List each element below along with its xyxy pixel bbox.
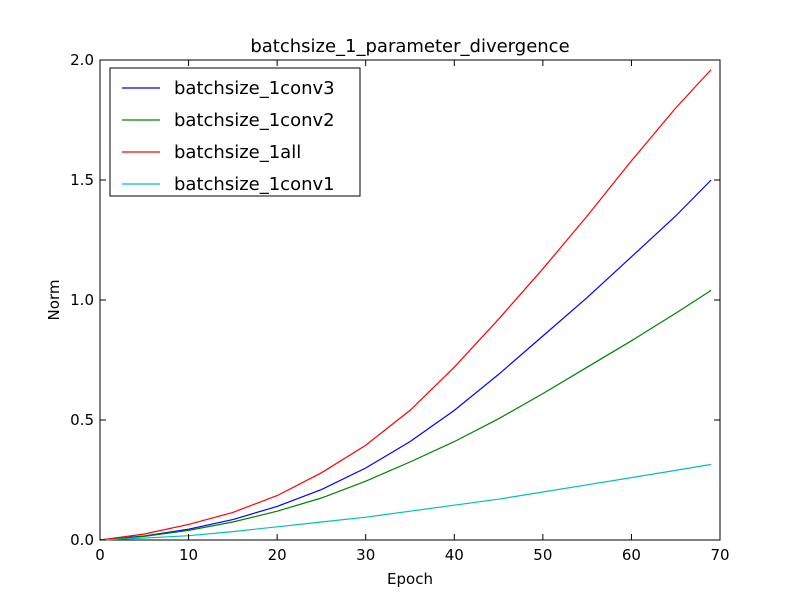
x-tick-label: 60 — [622, 546, 641, 564]
legend: batchsize_1conv3 batchsize_1conv2 batchsiz… — [109, 67, 361, 197]
y-tick-label: 1.0 — [70, 291, 94, 309]
x-tick-label: 50 — [533, 546, 552, 564]
series-line-1 — [99, 289, 712, 541]
y-tick-label: 0.5 — [70, 411, 94, 429]
series-layer — [99, 69, 712, 541]
y-tick-label: 1.5 — [70, 171, 94, 189]
legend-label-2: batchsize_1all — [174, 142, 301, 163]
x-tick-label: 40 — [445, 546, 464, 564]
x-tick-label: 10 — [179, 546, 198, 564]
x-tick-label: 70 — [710, 546, 729, 564]
x-tick-label: 20 — [268, 546, 287, 564]
x-axis-label: Epoch — [387, 570, 433, 588]
legend-label-3: batchsize_1conv1 — [174, 174, 335, 195]
chart-title: batchsize_1_parameter_divergence — [250, 36, 569, 57]
y-tick-label: 0.0 — [70, 531, 94, 549]
series-line-0 — [99, 179, 712, 541]
legend-label-0: batchsize_1conv3 — [174, 78, 335, 99]
ticks-layer: 0 10 20 30 40 50 60 70 0.0 0.5 1.0 1.5 2.0 — [70, 51, 729, 564]
x-tick-label: 30 — [356, 546, 375, 564]
y-tick-label: 2.0 — [70, 51, 94, 69]
x-tick-label: 0 — [95, 546, 105, 564]
legend-label-1: batchsize_1conv2 — [174, 110, 335, 131]
series-line-3 — [99, 463, 712, 541]
series-line-2 — [99, 69, 712, 541]
legend-box — [109, 67, 361, 197]
y-axis-label: Norm — [45, 280, 63, 321]
